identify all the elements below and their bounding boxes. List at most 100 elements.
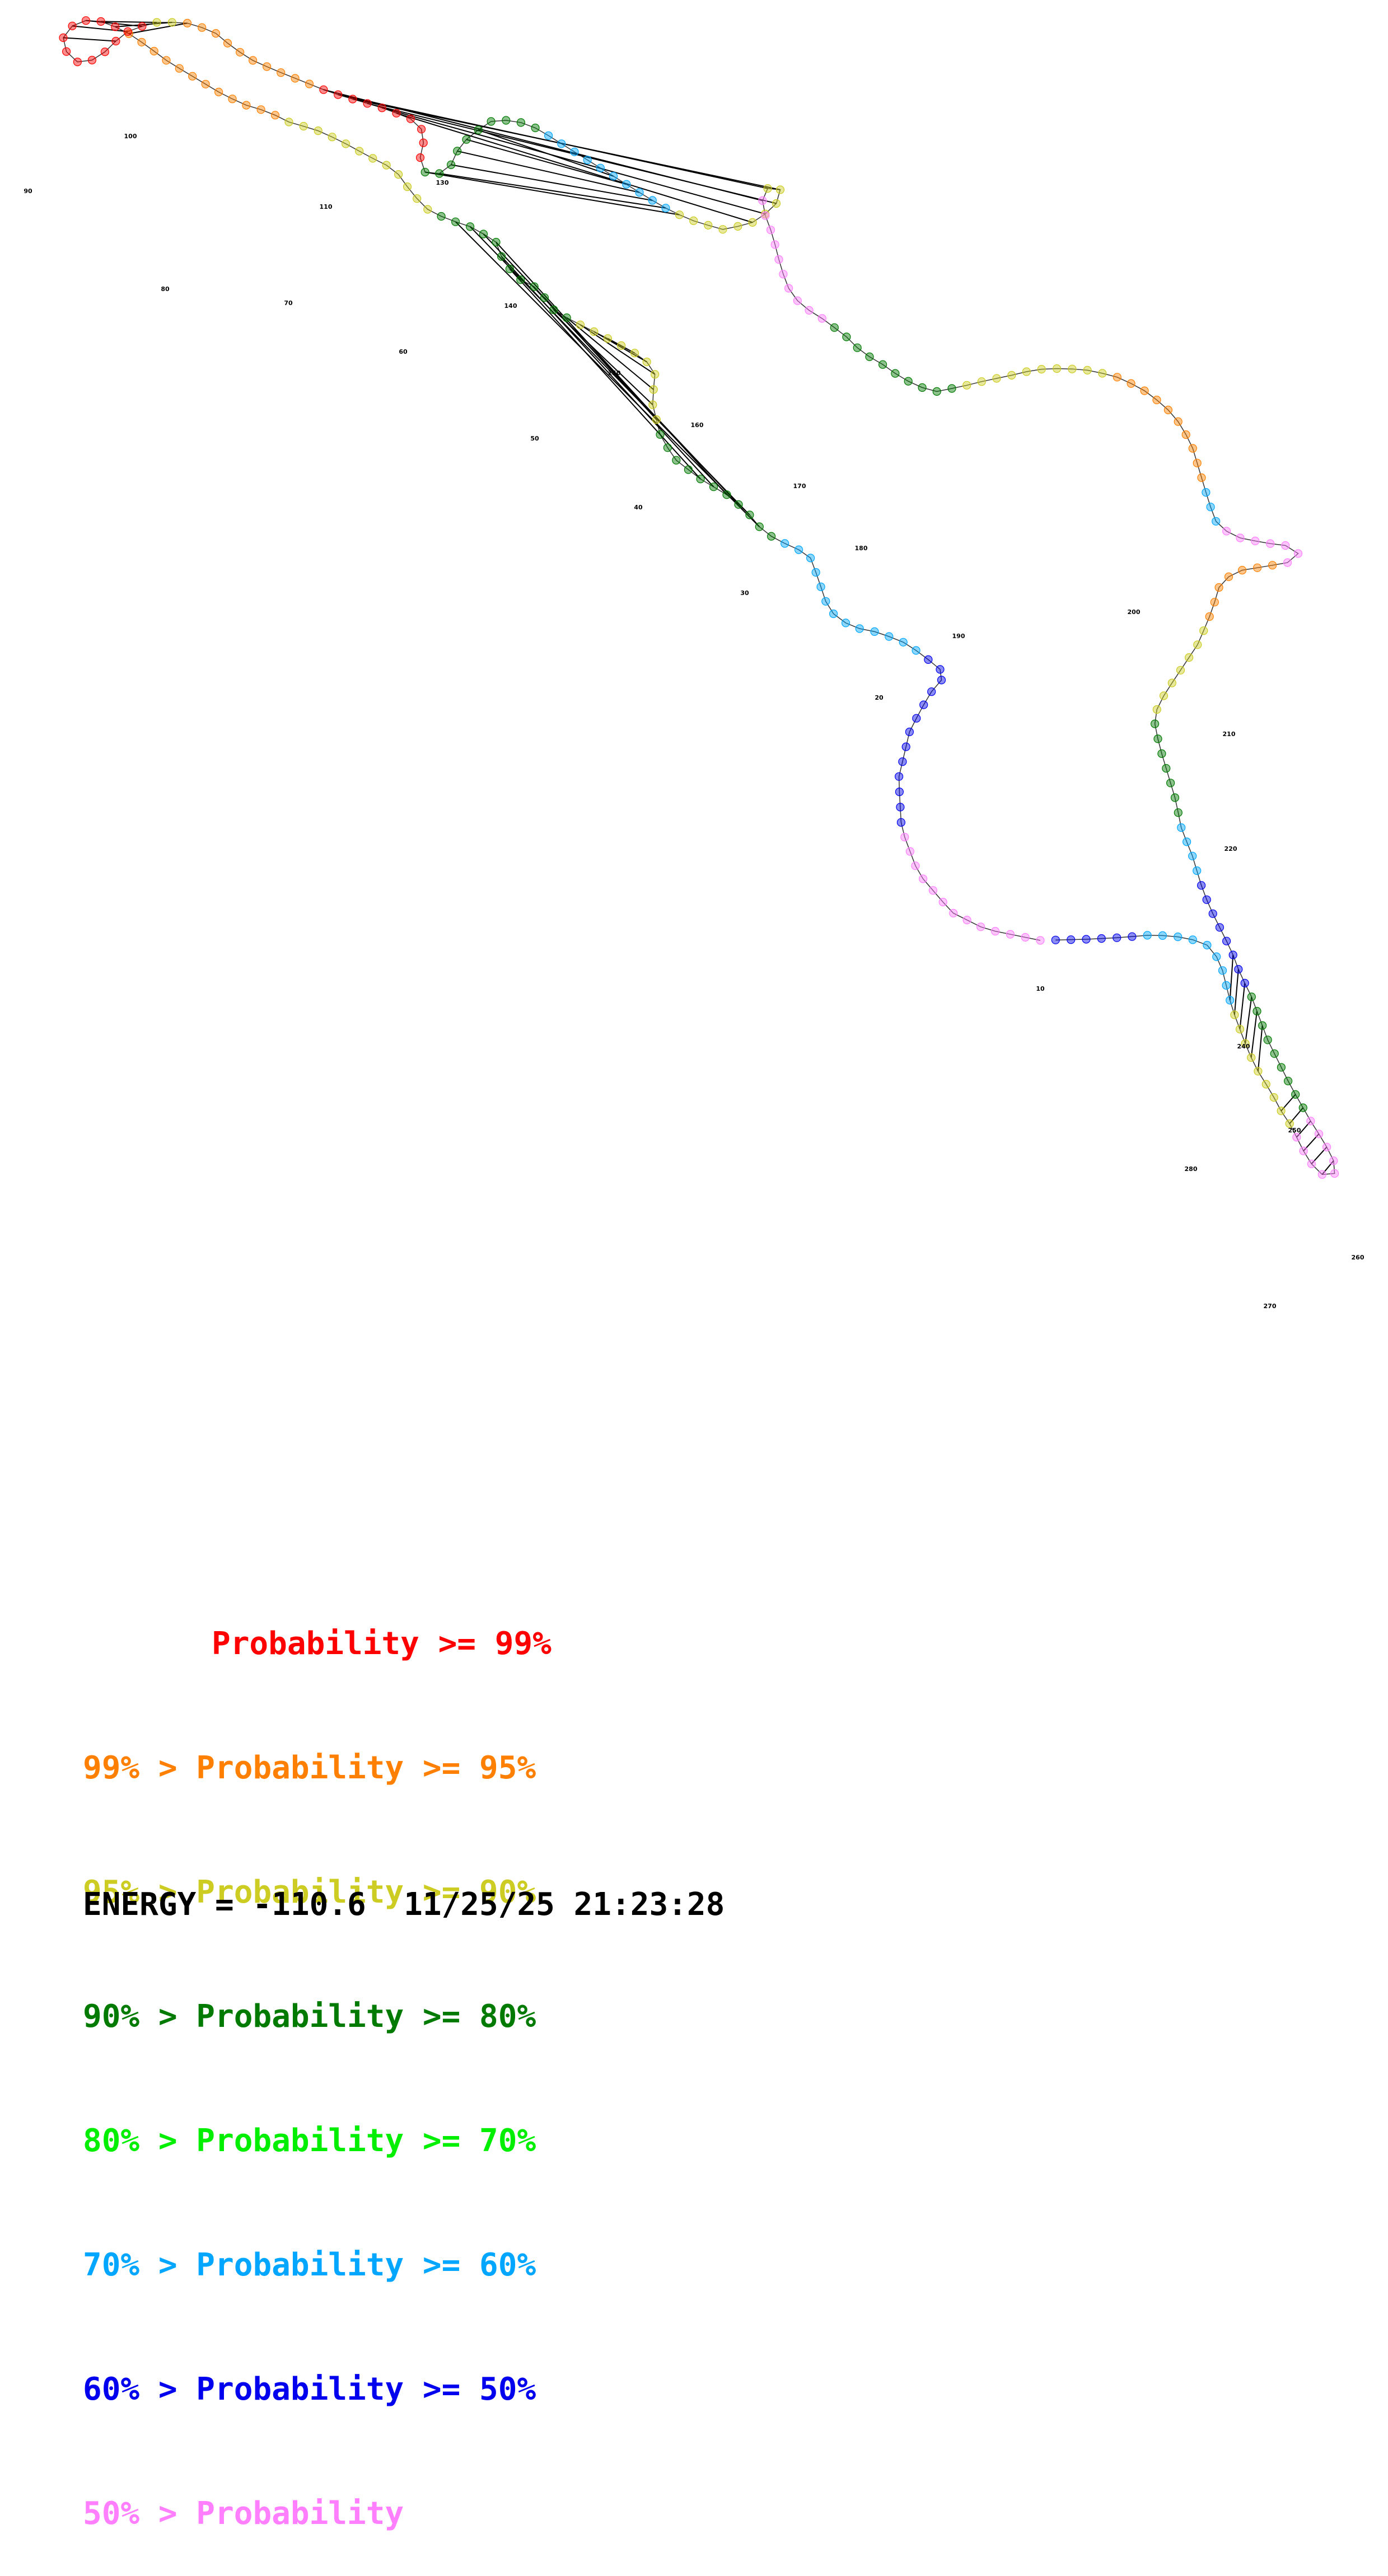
nucleotide-node: [446, 160, 456, 169]
nucleotide-node: [1208, 909, 1217, 918]
nucleotide-node: [73, 57, 82, 67]
nucleotide-node: [1067, 935, 1076, 944]
position-label: 190: [952, 633, 965, 640]
base-pair-line: [509, 268, 701, 480]
nucleotide-node: [1283, 558, 1292, 567]
nucleotide-node: [394, 170, 403, 179]
legend-row-70: 80% > Probability >= 70%: [83, 2120, 552, 2162]
nucleotide-node: [748, 218, 757, 227]
nucleotide-node: [1281, 541, 1290, 550]
nucleotide-node: [596, 163, 605, 172]
nucleotide-node: [413, 194, 422, 203]
nucleotide-node: [649, 385, 658, 394]
nucleotide-node: [123, 27, 132, 36]
nucleotide-node: [549, 305, 558, 315]
nucleotide-node: [1193, 458, 1202, 467]
nucleotide-node: [878, 360, 887, 369]
base-pair-line: [439, 173, 666, 209]
legend-row-90: 95% > Probability >= 90%: [83, 1872, 552, 1913]
nucleotide-node: [1127, 379, 1135, 388]
nucleotide-node: [1188, 935, 1197, 944]
base-pair-line: [425, 171, 680, 216]
nucleotide-node: [1247, 992, 1256, 1001]
position-label: 100: [124, 133, 137, 140]
probability-legend: Probability >= 99% 99% > Probability >= …: [83, 1540, 552, 2576]
nucleotide-node: [355, 147, 364, 156]
nucleotide-node: [1268, 561, 1277, 570]
nucleotide-node: [1157, 749, 1166, 758]
nucleotide-node: [1174, 417, 1183, 426]
nucleotide-node: [661, 204, 670, 213]
nucleotide-node: [781, 539, 789, 548]
nucleotide-node: [817, 314, 826, 323]
nucleotide-node: [1205, 612, 1214, 621]
nucleotide-node: [912, 646, 920, 655]
nucleotide-node: [904, 377, 913, 386]
nucleotide-node: [277, 68, 286, 77]
nucleotide-node: [1083, 366, 1092, 375]
position-label: 170: [793, 483, 806, 490]
nucleotide-node: [583, 156, 592, 165]
nucleotide-node: [949, 908, 958, 917]
nucleotide-node: [183, 18, 192, 28]
nucleotide-node: [487, 117, 496, 126]
nucleotide-node: [622, 180, 631, 189]
nucleotide-node: [437, 212, 446, 221]
nucleotide-node: [1299, 1146, 1308, 1155]
position-label: 90: [24, 188, 32, 195]
backbone-line: [63, 20, 1335, 1175]
nucleotide-node: [1082, 935, 1091, 944]
nucleotide-node: [162, 56, 171, 65]
nucleotide-node: [198, 23, 207, 32]
nucleotide-node: [1277, 1106, 1286, 1116]
nucleotide-node: [236, 48, 245, 57]
nucleotide-node: [1098, 369, 1107, 378]
nucleotide-node: [1113, 933, 1121, 942]
legend-lhs: 60% >: [83, 2371, 177, 2408]
legend-lhs: 95% >: [83, 1874, 177, 1910]
nucleotide-node: [894, 772, 904, 781]
nucleotide-node: [821, 597, 830, 606]
nucleotide-node: [663, 443, 672, 452]
position-label: 210: [1223, 730, 1236, 738]
nucleotide-node: [1167, 678, 1176, 687]
nucleotide-node: [1222, 527, 1231, 536]
nucleotide-node: [794, 545, 803, 554]
nucleotide-node: [1177, 823, 1186, 832]
nucleotide-node: [1317, 1170, 1326, 1179]
nucleotide-node: [870, 627, 879, 636]
nucleotide-node: [684, 465, 693, 474]
nucleotide-node: [1215, 923, 1224, 932]
nucleotide-node: [891, 369, 900, 378]
legend-row-80: 90% > Probability >= 80%: [83, 1996, 552, 2038]
position-label: 270: [1264, 1303, 1277, 1310]
nucleotide-node: [1068, 364, 1077, 373]
position-label: 180: [855, 545, 868, 552]
nucleotide-node: [775, 185, 785, 194]
nucleotide-node: [228, 95, 237, 104]
nucleotide-node: [1228, 950, 1237, 959]
nucleotide-node: [901, 742, 910, 751]
position-ticks: 10 20 30 40 50 60 70 80 90 100 110 130 140 150 160 170 1…: [24, 133, 1364, 1310]
nucleotide-node: [423, 205, 432, 214]
nucleotide-node: [842, 332, 851, 341]
nucleotide-node: [1152, 705, 1161, 714]
nucleotide-node: [137, 38, 146, 46]
nucleotide-node: [214, 87, 223, 96]
base-pair-line: [607, 338, 635, 354]
legend-text: Probability: [196, 2495, 404, 2532]
legend-lhs: 99% >: [83, 1750, 177, 1786]
nucleotide-node: [1174, 808, 1183, 817]
base-pair-line: [1229, 954, 1234, 1000]
nucleotide-node: [704, 221, 713, 230]
nucleotide-node: [453, 147, 462, 156]
position-label: 250: [1288, 1127, 1301, 1134]
nucleotide-node: [865, 352, 874, 362]
nucleotide-node: [770, 240, 779, 249]
nucleotide-node: [1188, 851, 1197, 860]
nucleotide-node: [962, 381, 971, 390]
nucleotide-node: [328, 133, 337, 142]
position-label: 240: [1237, 1043, 1250, 1050]
nucleotide-node: [603, 334, 613, 343]
nucleotide-node: [1277, 1063, 1286, 1072]
